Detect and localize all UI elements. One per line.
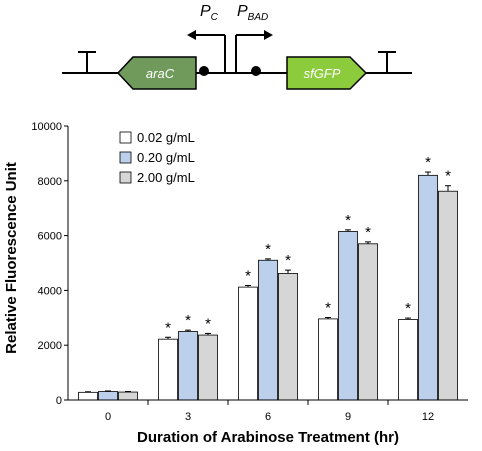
operator-left-icon [199,66,209,76]
legend-swatch [119,171,132,184]
x-axis-title: Duration of Arabinose Treatment (hr) [137,429,399,446]
bar [258,259,278,401]
promoter-pbad-label: PBAD [237,3,268,23]
legend: 0.02 g/mL 0.20 g/mL 2.00 g/mL [119,130,195,185]
bar [98,391,118,401]
significance-marker: * [345,212,351,229]
significance-marker: * [445,168,451,185]
y-tick-label: 4000 [38,285,62,297]
operator-right-icon [251,66,261,76]
arac-gene-label: araC [146,66,175,81]
y-tick-label: 6000 [38,231,62,243]
significance-marker: * [405,300,411,317]
bar [338,231,358,401]
y-axis-title: Relative Fluorescence Unit [3,162,20,354]
legend-label: 0.20 g/mL [137,150,195,165]
significance-marker: * [185,312,191,329]
significance-marker: * [165,319,171,336]
promoter-pbad-arrow-icon [235,30,273,73]
legend-swatch [119,151,132,164]
significance-marker: * [365,224,371,241]
terminator-left-icon [78,51,96,73]
legend-swatch [119,131,132,144]
x-axis: 0 3 6 9 12 [68,399,468,423]
y-tick-label: 8000 [38,176,62,188]
bar [118,391,138,401]
bar [398,319,418,401]
bar [78,391,98,401]
terminator-right-icon [378,51,396,73]
x-tick-label: 12 [422,411,434,423]
x-tick-label: 3 [185,411,191,423]
sfgfp-gene-label: sfGFP [304,66,341,81]
bar [238,286,258,401]
significance-marker: * [265,241,271,258]
bar [438,190,458,401]
significance-marker: * [285,252,291,269]
significance-marker: * [425,154,431,171]
significance-marker: * [325,300,331,317]
bar [198,334,218,401]
significance-marker: * [245,267,251,284]
arac-gene-arrow-icon [116,56,197,90]
bar [358,243,378,401]
promoter-pc-label: PC [200,3,219,23]
bar [318,318,338,401]
significance-marker: * [205,315,211,332]
bar [158,338,178,401]
legend-label: 2.00 g/mL [137,170,195,185]
bars: * * * * * * * * * * * * [78,154,458,401]
genetic-construct-diagram: araC sfGFP PC PBAD [62,3,412,90]
y-tick-label: 2000 [38,340,62,352]
x-tick-label: 6 [265,411,271,423]
y-axis: 0 2000 4000 6000 8000 10000 [31,121,69,407]
legend-label: 0.02 g/mL [137,130,195,145]
y-tick-label: 0 [56,395,62,407]
y-tick-label: 10000 [31,121,62,133]
bar [418,174,438,401]
bar-chart: * * * * * * * * * * * * 0 2000 4000 6000 8000 10000 0 3 6 9… [3,121,468,446]
x-tick-label: 9 [345,411,351,423]
sfgfp-gene-arrow-icon [286,56,368,90]
bar [178,331,198,401]
bar [278,273,298,401]
x-tick-label: 0 [105,411,111,423]
promoter-pc-arrow-icon [187,30,226,73]
